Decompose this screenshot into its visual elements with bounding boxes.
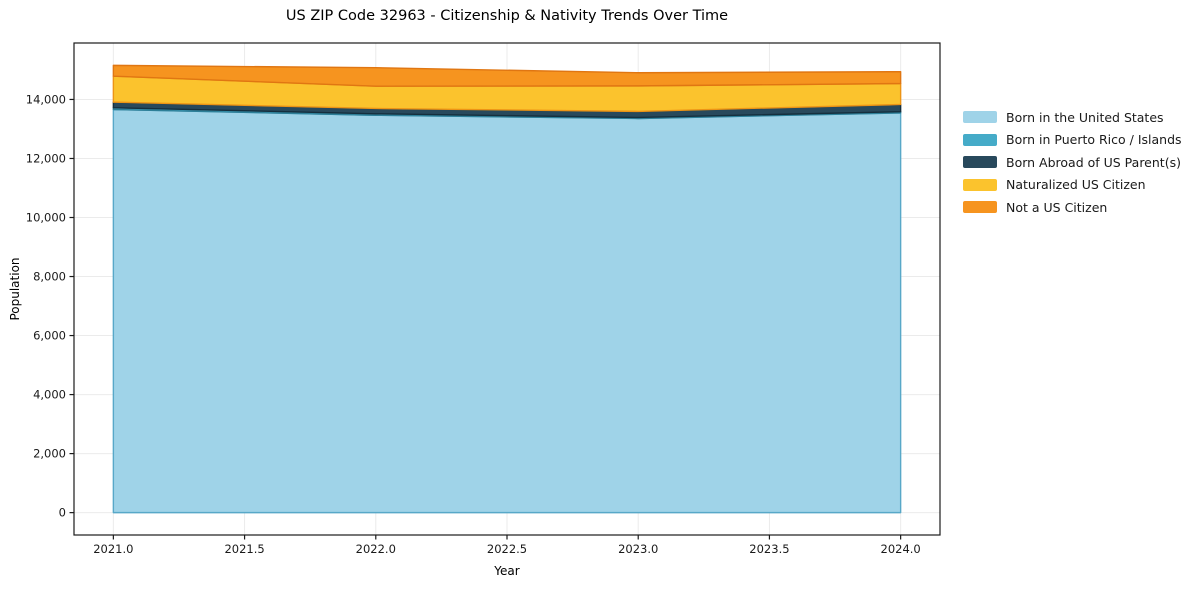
- legend-item-naturalized-us-citizen: Naturalized US Citizen: [963, 174, 1182, 197]
- y-tick-label: 0: [59, 506, 66, 520]
- legend-swatch-icon: [963, 178, 997, 191]
- legend-item-born-in-the-united-states: Born in the United States: [963, 106, 1182, 129]
- x-tick-label: 2022.5: [487, 542, 527, 556]
- y-tick-label: 6,000: [33, 329, 66, 343]
- legend-swatch-icon: [963, 111, 997, 124]
- legend-swatch-icon: [963, 201, 997, 214]
- y-tick-label: 14,000: [26, 92, 66, 106]
- x-axis-label: Year: [494, 564, 520, 578]
- legend-label: Born Abroad of US Parent(s): [1006, 154, 1181, 170]
- y-tick-label: 2,000: [33, 447, 66, 461]
- legend-label: Not a US Citizen: [1006, 199, 1108, 215]
- y-tick-label: 4,000: [33, 388, 66, 402]
- legend-swatch-icon: [963, 156, 997, 169]
- y-tick-label: 8,000: [33, 270, 66, 284]
- legend: Born in the United States Born in Puerto …: [963, 106, 1182, 219]
- x-tick-label: 2021.0: [93, 542, 133, 556]
- area-not-a-us-citizen: [112, 64, 902, 87]
- legend-label: Born in the United States: [1006, 109, 1164, 125]
- legend-label: Born in Puerto Rico / Islands: [1006, 132, 1182, 148]
- x-tick-label: 2023.0: [618, 542, 658, 556]
- legend-item-born-in-puerto-rico-islands: Born in Puerto Rico / Islands: [963, 129, 1182, 152]
- area-born-in-the-united-states: [112, 108, 902, 514]
- legend-label: Naturalized US Citizen: [1006, 177, 1146, 193]
- x-tick-label: 2023.5: [749, 542, 789, 556]
- y-tick-label: 10,000: [26, 211, 66, 225]
- y-axis-label: Population: [8, 257, 22, 321]
- x-tick-label: 2024.0: [881, 542, 921, 556]
- legend-item-born-abroad-of-us-parent-s: Born Abroad of US Parent(s): [963, 151, 1182, 174]
- y-tick-label: 12,000: [26, 151, 66, 165]
- x-tick-label: 2021.5: [224, 542, 264, 556]
- chart-title: US ZIP Code 32963 - Citizenship & Nativi…: [285, 8, 729, 24]
- legend-swatch-icon: [963, 133, 997, 146]
- legend-item-not-a-us-citizen: Not a US Citizen: [963, 196, 1182, 219]
- x-tick-label: 2022.0: [356, 542, 396, 556]
